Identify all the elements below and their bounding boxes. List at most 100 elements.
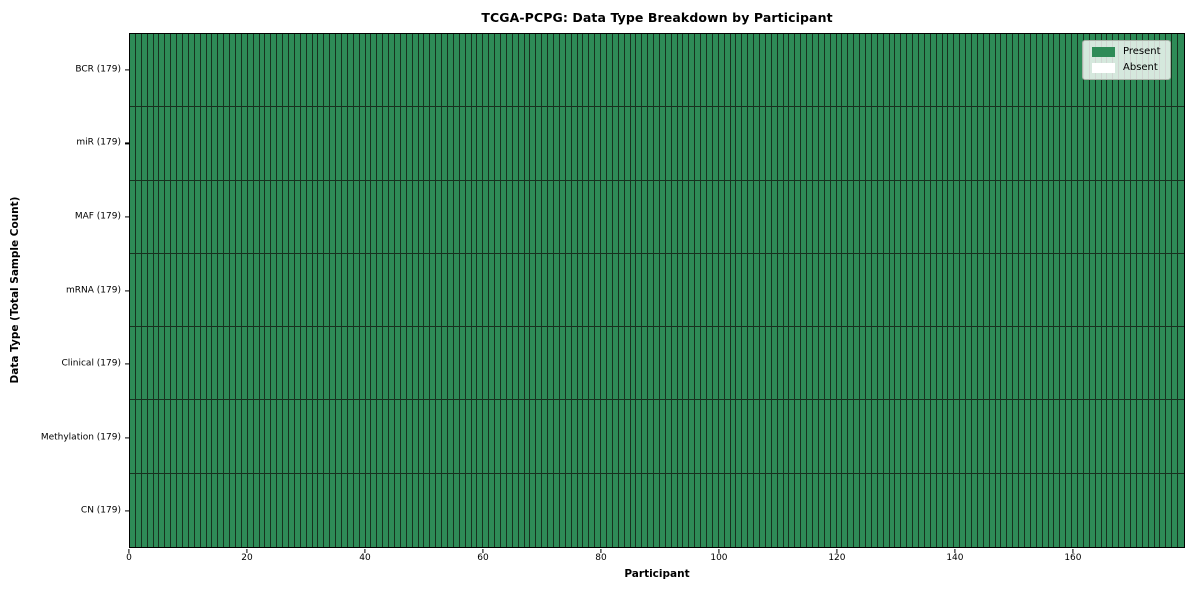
heatmap-cell	[1119, 180, 1126, 253]
heatmap-cell	[1160, 107, 1167, 180]
heatmap-cell	[783, 327, 790, 400]
heatmap-cell	[400, 253, 407, 327]
heatmap-cell	[347, 34, 354, 107]
heatmap-cell	[524, 107, 531, 180]
heatmap-cell	[130, 180, 136, 253]
heatmap-cell	[860, 34, 867, 107]
heatmap-cell	[1107, 327, 1114, 400]
heatmap-cell	[736, 180, 743, 253]
heatmap-cell	[471, 400, 478, 473]
heatmap-cell	[801, 400, 808, 473]
heatmap-cell	[701, 34, 708, 107]
heatmap-cell	[618, 34, 625, 107]
heatmap-cell	[1066, 473, 1073, 547]
heatmap-cell	[418, 34, 425, 107]
heatmap-cell	[760, 253, 766, 327]
heatmap-cell	[212, 400, 219, 473]
heatmap-cell	[318, 400, 325, 473]
heatmap-cell	[854, 473, 861, 547]
heatmap-cell	[1160, 473, 1167, 547]
heatmap-cell	[241, 107, 248, 180]
heatmap-cell	[459, 400, 466, 473]
heatmap-cell	[165, 180, 172, 253]
heatmap-cell	[683, 34, 690, 107]
heatmap-cell	[542, 473, 549, 547]
heatmap-cell	[436, 400, 443, 473]
heatmap-cell	[577, 327, 584, 400]
heatmap-cell	[907, 180, 914, 253]
heatmap-cell	[271, 327, 278, 400]
heatmap-cell	[312, 327, 319, 400]
heatmap-cell	[330, 107, 337, 180]
heatmap-cell	[1072, 327, 1078, 400]
heatmap-cell	[665, 107, 672, 180]
heatmap-cell	[871, 253, 878, 327]
heatmap-cell	[748, 107, 755, 180]
heatmap-cell	[995, 327, 1002, 400]
heatmap-cell	[601, 400, 607, 473]
heatmap-cell	[1107, 473, 1114, 547]
heatmap-cell	[936, 107, 943, 180]
heatmap-cell	[553, 400, 560, 473]
heatmap-cell	[394, 180, 401, 253]
heatmap-cell	[159, 34, 166, 107]
heatmap-cell	[995, 107, 1002, 180]
heatmap-cell	[330, 180, 337, 253]
heatmap-cell	[330, 327, 337, 400]
heatmap-cell	[324, 34, 331, 107]
heatmap-cell	[712, 180, 719, 253]
heatmap-cell	[495, 400, 501, 473]
heatmap-cell	[506, 473, 513, 547]
heatmap-cell	[695, 327, 702, 400]
heatmap-cell	[842, 327, 849, 400]
heatmap-cell	[942, 180, 949, 253]
heatmap-cell	[542, 253, 549, 327]
heatmap-cell	[506, 253, 513, 327]
heatmap-cell	[807, 180, 814, 253]
heatmap-cell	[924, 327, 931, 400]
heatmap-cell	[924, 34, 931, 107]
heatmap-cell	[165, 34, 172, 107]
heatmap-cell	[235, 34, 242, 107]
x-tick-label: 0	[126, 553, 132, 563]
heatmap-cell	[818, 400, 825, 473]
heatmap-cell	[1178, 107, 1184, 180]
heatmap-cell	[707, 253, 713, 327]
heatmap-cell	[371, 107, 378, 180]
heatmap-cell	[1125, 107, 1131, 180]
heatmap-cell	[913, 34, 920, 107]
heatmap-cell	[341, 180, 348, 253]
heatmap-cell	[512, 34, 519, 107]
heatmap-cell	[1154, 327, 1161, 400]
heatmap-cell	[135, 400, 142, 473]
heatmap-cell	[977, 327, 984, 400]
heatmap-cell	[224, 473, 231, 547]
heatmap-cell	[648, 400, 655, 473]
heatmap-cell	[966, 473, 973, 547]
heatmap-cell	[930, 400, 937, 473]
heatmap-cell	[677, 180, 684, 253]
heatmap-cell	[1125, 327, 1131, 400]
heatmap-cell	[842, 400, 849, 473]
heatmap-cell	[983, 400, 990, 473]
heatmap-cell	[418, 327, 425, 400]
heatmap-cell	[901, 107, 908, 180]
heatmap-cell	[1048, 327, 1055, 400]
heatmap-cell	[701, 180, 708, 253]
heatmap-cell	[377, 107, 384, 180]
heatmap-cell	[465, 107, 472, 180]
heatmap-cell	[512, 400, 519, 473]
heatmap-cell	[754, 400, 761, 473]
heatmap-row	[130, 253, 1184, 328]
heatmap-cell	[288, 253, 295, 327]
heatmap-cell	[1072, 180, 1078, 253]
chart-title: TCGA-PCPG: Data Type Breakdown by Partic…	[481, 10, 833, 25]
heatmap-cell	[536, 253, 543, 327]
heatmap-row	[130, 107, 1184, 181]
heatmap-cell	[895, 327, 902, 400]
heatmap-cell	[171, 253, 178, 327]
heatmap-cell	[1142, 400, 1149, 473]
heatmap-cell	[424, 400, 431, 473]
heatmap-cell	[235, 253, 242, 327]
heatmap-cell	[707, 107, 713, 180]
